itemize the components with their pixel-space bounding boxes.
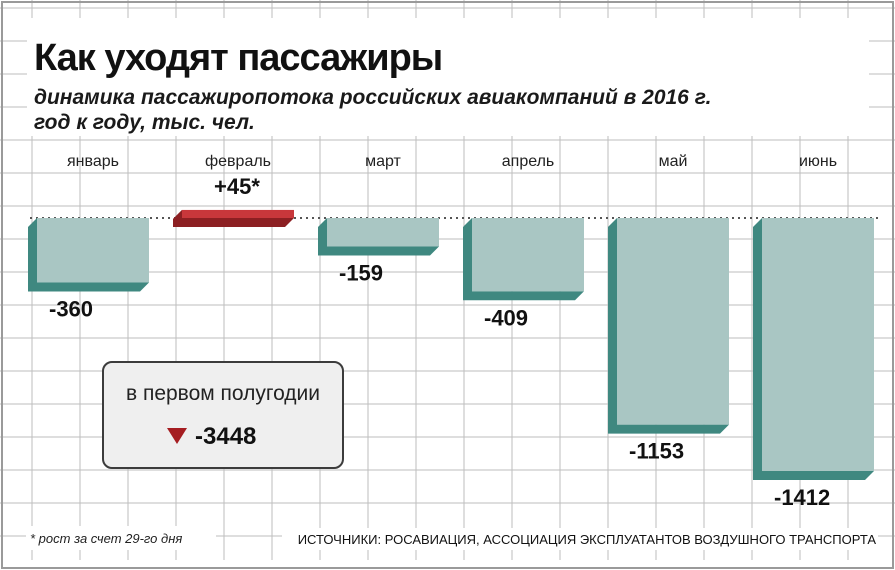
bar-5 xyxy=(617,218,729,425)
chart-subtitle-line-1: динамика пассажиропотока российских авиа… xyxy=(34,86,711,109)
source-note: ИСТОЧНИКИ: РОСАВИАЦИЯ, АССОЦИАЦИЯ ЭКСПЛУ… xyxy=(298,532,877,547)
month-label: февраль xyxy=(205,153,271,170)
month-label: апрель xyxy=(502,153,555,170)
value-label: -159 xyxy=(339,260,383,285)
month-label: июнь xyxy=(799,153,837,170)
bar-1-shadow xyxy=(28,218,149,292)
summary-box xyxy=(102,361,344,469)
value-label: -1412 xyxy=(774,485,830,510)
summary-label: в первом полугодии xyxy=(126,382,320,405)
bar-2 xyxy=(182,209,294,218)
chart-subtitle-line-2: год к году, тыс. чел. xyxy=(34,111,255,134)
month-label: май xyxy=(659,153,688,170)
labels-group: январь -360 февраль +45* март -159 апрель -409 м… xyxy=(49,153,837,510)
title-panel xyxy=(27,18,869,136)
bar-1 xyxy=(37,218,149,283)
bar-4 xyxy=(472,218,584,292)
value-label: -409 xyxy=(484,305,528,330)
footnote: * рост за счет 29-го дня xyxy=(30,531,182,546)
bars-group xyxy=(28,209,874,480)
month-label: январь xyxy=(67,153,119,170)
bar-4-shadow xyxy=(463,218,584,301)
bar-2-shadow xyxy=(173,209,294,227)
value-label: +45* xyxy=(214,174,260,199)
bar-6 xyxy=(762,218,874,471)
bar-3-shadow xyxy=(318,218,439,256)
footnote-bg xyxy=(26,526,216,550)
source-bg xyxy=(282,528,878,550)
chart-title: Как уходят пассажиры xyxy=(34,37,442,79)
summary-value: -3448 xyxy=(195,423,256,450)
value-label: -360 xyxy=(49,297,93,322)
month-label: март xyxy=(365,153,401,170)
value-label: -1153 xyxy=(629,439,684,464)
bar-3 xyxy=(327,218,439,247)
down-triangle-icon xyxy=(167,428,187,444)
